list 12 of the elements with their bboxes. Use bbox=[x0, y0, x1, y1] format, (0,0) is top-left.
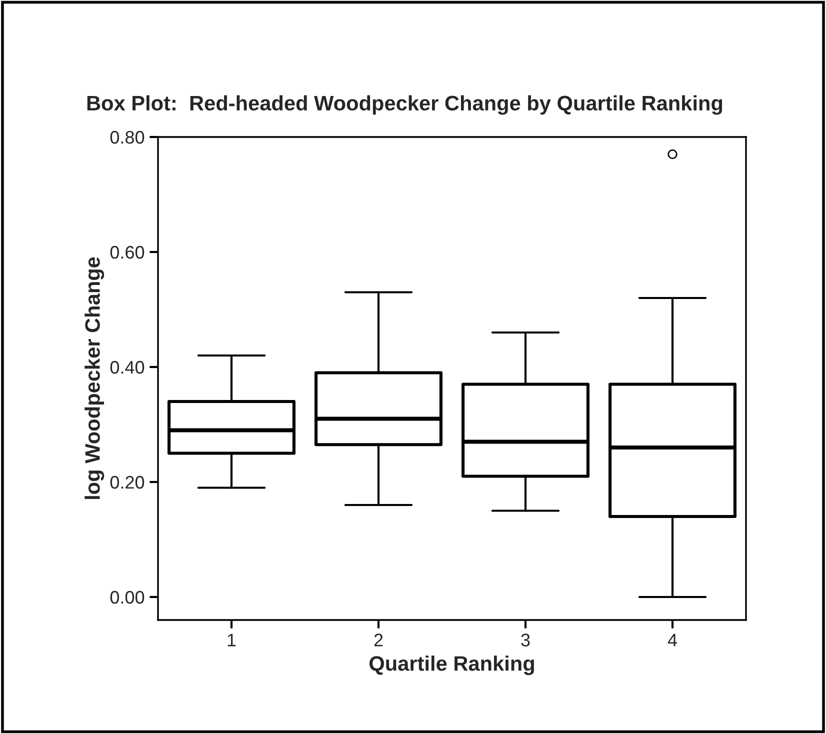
x-tick-label: 2 bbox=[374, 634, 383, 646]
y-tick-label: 0.20 bbox=[110, 476, 144, 489]
x-tick-label: 1 bbox=[228, 634, 236, 646]
x-tick-label: 4 bbox=[668, 634, 677, 646]
x-axis-title: Quartile Ranking bbox=[370, 656, 534, 676]
x-tick-label: 3 bbox=[521, 634, 530, 646]
y-tick-label: 0.00 bbox=[110, 590, 144, 604]
y-axis-title: log Woodpecker Change bbox=[84, 257, 104, 499]
chart-title: Box Plot: Red-headed Woodpecker Change by Quartile Ranking bbox=[87, 95, 722, 115]
y-tick-label: 0.60 bbox=[110, 246, 144, 259]
y-tick-label: 0.80 bbox=[110, 130, 144, 144]
y-tick-label: 0.40 bbox=[110, 360, 144, 374]
